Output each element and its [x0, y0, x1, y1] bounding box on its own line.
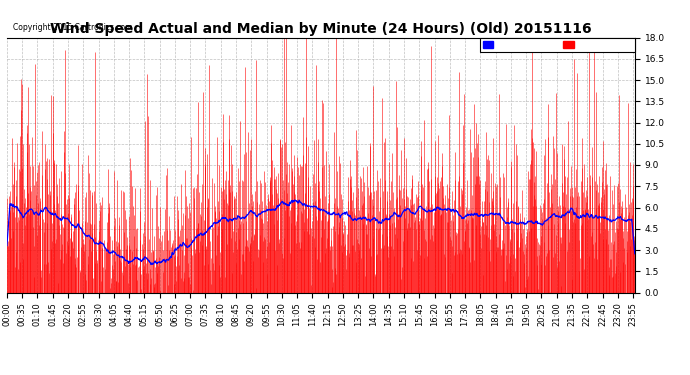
Legend: Median (mph), Wind  (mph): Median (mph), Wind (mph) — [480, 38, 635, 52]
Title: Wind Speed Actual and Median by Minute (24 Hours) (Old) 20151116: Wind Speed Actual and Median by Minute (… — [50, 22, 591, 36]
Text: Copyright 2015 Cartronics.com: Copyright 2015 Cartronics.com — [13, 23, 132, 32]
